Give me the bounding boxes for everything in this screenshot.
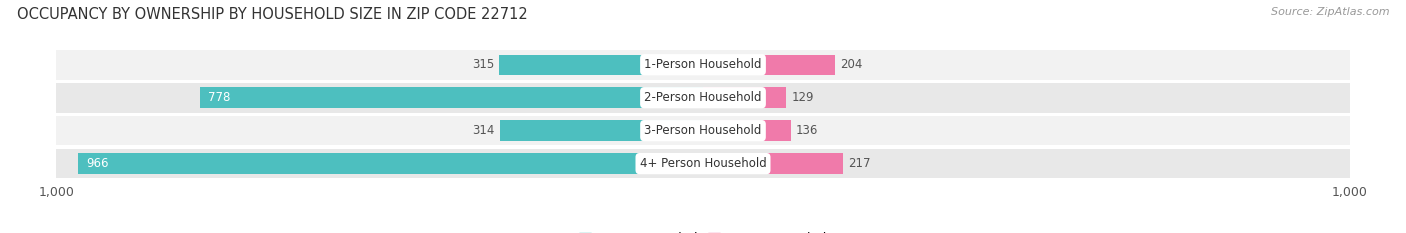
Bar: [200, 87, 703, 108]
Text: 217: 217: [849, 157, 872, 170]
Text: 3-Person Household: 3-Person Household: [644, 124, 762, 137]
Text: 966: 966: [86, 157, 108, 170]
Legend: Owner-occupied, Renter-occupied: Owner-occupied, Renter-occupied: [574, 227, 832, 233]
Bar: [79, 153, 703, 174]
Text: 778: 778: [208, 91, 231, 104]
Bar: [499, 55, 703, 75]
Text: 129: 129: [792, 91, 814, 104]
Text: 1-Person Household: 1-Person Household: [644, 58, 762, 71]
Bar: [56, 116, 1350, 145]
Bar: [703, 55, 835, 75]
Text: 4+ Person Household: 4+ Person Household: [640, 157, 766, 170]
Text: 2-Person Household: 2-Person Household: [644, 91, 762, 104]
Text: 136: 136: [796, 124, 818, 137]
Text: 315: 315: [472, 58, 494, 71]
Bar: [703, 87, 786, 108]
Bar: [56, 149, 1350, 178]
Text: 314: 314: [472, 124, 495, 137]
Bar: [703, 120, 792, 141]
Bar: [56, 83, 1350, 113]
Bar: [703, 153, 844, 174]
Text: OCCUPANCY BY OWNERSHIP BY HOUSEHOLD SIZE IN ZIP CODE 22712: OCCUPANCY BY OWNERSHIP BY HOUSEHOLD SIZE…: [17, 7, 527, 22]
Text: Source: ZipAtlas.com: Source: ZipAtlas.com: [1271, 7, 1389, 17]
Text: 204: 204: [841, 58, 862, 71]
Bar: [501, 120, 703, 141]
Bar: [56, 50, 1350, 79]
